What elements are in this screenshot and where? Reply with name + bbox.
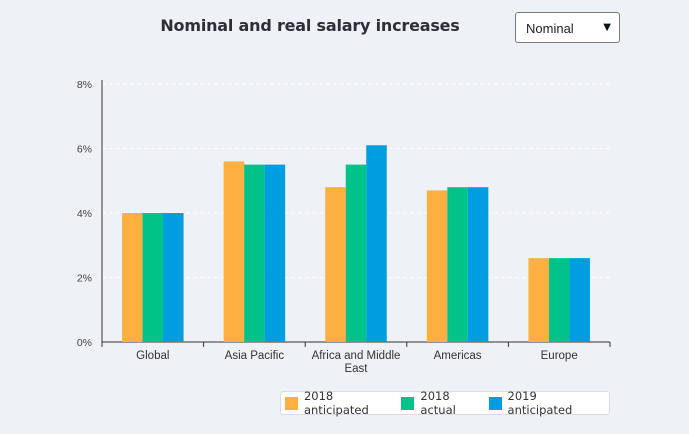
bar: [366, 145, 387, 342]
y-tick-label: 2%: [77, 273, 92, 285]
bar: [244, 164, 265, 342]
x-tick-label: Global: [136, 350, 169, 362]
bar: [142, 213, 164, 342]
legend-item-2019-anticipated[interactable]: 2019 anticipated: [488, 389, 605, 417]
bar: [548, 258, 570, 342]
y-tick-label: 6%: [77, 144, 92, 156]
bar: [426, 190, 448, 342]
bar: [325, 187, 346, 342]
legend-label: 2018 anticipated: [303, 389, 369, 417]
legend-item-2018-actual[interactable]: 2018 actual: [401, 389, 488, 417]
y-tick-label: 4%: [77, 208, 92, 220]
dropdown-selected-value: Nominal: [526, 21, 574, 36]
x-tick-label: Africa and Middle East: [312, 350, 401, 375]
x-tick-label: Americas: [434, 350, 482, 362]
x-tick-label: Asia Pacific: [225, 350, 285, 362]
y-tick-label: 8%: [77, 79, 92, 91]
legend-item-2018-anticipated[interactable]: 2018 anticipated: [285, 389, 401, 417]
y-tick-label: 0%: [77, 337, 92, 349]
chevron-down-icon: ▼: [603, 22, 611, 33]
bar: [163, 213, 184, 342]
bar: [264, 164, 286, 342]
bar: [467, 187, 489, 342]
bar: [528, 258, 549, 342]
x-tick-label: Europe: [541, 350, 578, 362]
chart-title: Nominal and real salary increases: [160, 16, 460, 35]
legend-label: 2018 actual: [420, 389, 456, 417]
bar: [223, 161, 245, 342]
legend-swatch: [488, 396, 502, 410]
bar: [447, 187, 468, 342]
measure-dropdown[interactable]: Nominal ▼: [515, 12, 620, 43]
legend-swatch: [401, 396, 415, 410]
bar: [569, 258, 590, 342]
legend-swatch: [285, 396, 298, 410]
bar: [345, 164, 367, 342]
chart-legend: 2018 anticipated 2018 actual 2019 antici…: [280, 389, 610, 417]
bar: [122, 213, 143, 342]
legend-label: 2019 anticipated: [507, 389, 573, 417]
